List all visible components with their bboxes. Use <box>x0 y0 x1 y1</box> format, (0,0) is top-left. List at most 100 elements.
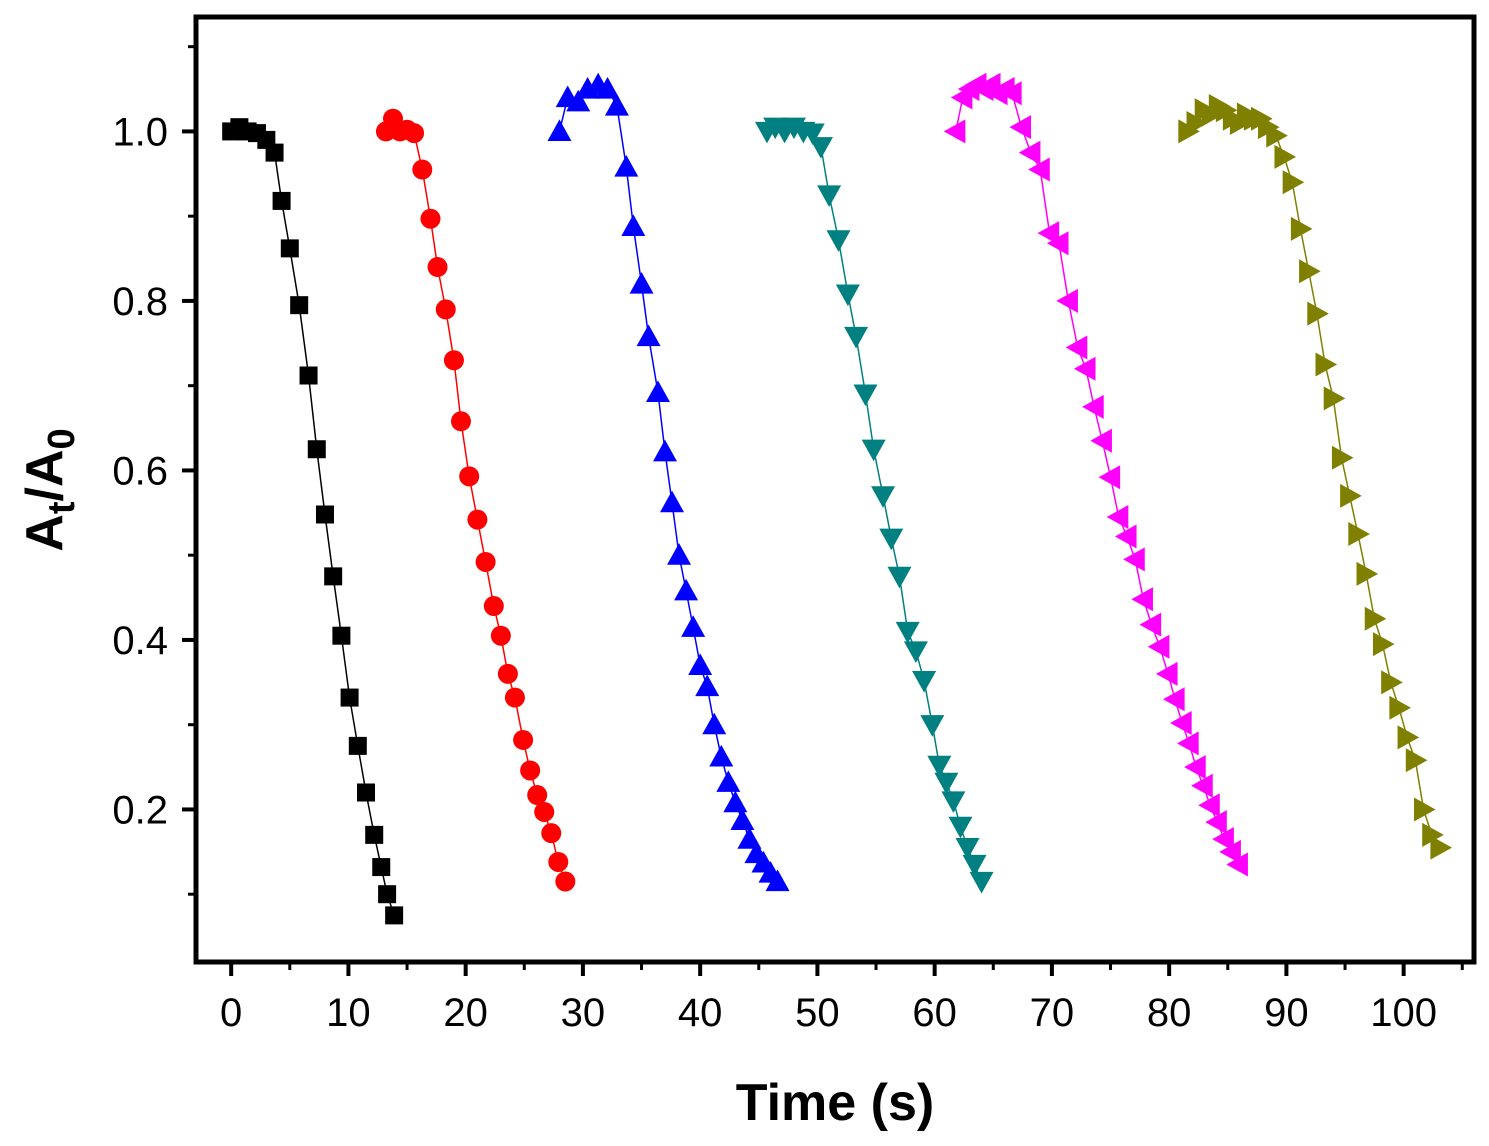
data-point <box>404 123 425 144</box>
data-point <box>709 744 734 767</box>
data-point <box>808 137 833 159</box>
data-point <box>1170 710 1192 735</box>
x-tick-label: 70 <box>1030 991 1075 1035</box>
y-axis-title: At/A0 <box>16 428 83 551</box>
data-point <box>1037 221 1060 246</box>
data-point <box>826 230 851 252</box>
data-point <box>1065 335 1088 360</box>
data-point <box>520 760 541 781</box>
data-point <box>1331 445 1354 470</box>
data-point <box>385 906 404 925</box>
x-tick-label: 10 <box>326 991 371 1035</box>
data-point <box>817 185 842 207</box>
x-axis-title: Time (s) <box>736 1074 934 1132</box>
data-point <box>702 712 727 735</box>
data-point <box>1147 634 1170 659</box>
data-point <box>1186 110 1209 135</box>
data-point <box>595 77 620 99</box>
y-tick-label: 0.4 <box>112 619 168 663</box>
data-point <box>357 783 376 802</box>
series-2 <box>375 108 576 892</box>
data-point <box>912 671 937 693</box>
data-point <box>645 380 670 403</box>
data-point <box>853 384 878 407</box>
data-point <box>1018 140 1041 165</box>
x-tick-label: 80 <box>1147 991 1192 1035</box>
data-point <box>332 626 351 645</box>
data-point <box>962 854 987 877</box>
axes-layer: 0 10 20 30 40 50 60 70 80 90 100 0.2 0.4 0.6 0.8 1.0 <box>112 45 1464 1035</box>
data-point <box>1219 839 1241 864</box>
data-point <box>695 674 720 697</box>
data-point <box>1098 465 1121 490</box>
data-point <box>490 625 511 646</box>
data-point <box>1177 731 1199 756</box>
plot-frame <box>193 14 1477 965</box>
data-point <box>1046 231 1069 256</box>
data-point <box>290 296 309 315</box>
data-point <box>621 214 646 236</box>
y-axis-title-sub2: 0 <box>41 428 83 449</box>
data-point <box>555 871 576 892</box>
data-point <box>412 159 433 180</box>
data-point <box>604 93 629 116</box>
data-point <box>315 505 334 524</box>
data-point <box>1123 547 1145 572</box>
data-point <box>1364 606 1387 631</box>
data-point <box>1372 632 1395 657</box>
y-tick-label: 0.2 <box>112 788 168 832</box>
data-point <box>765 869 790 892</box>
data-point <box>652 439 677 462</box>
data-point <box>475 551 496 572</box>
data-point <box>1356 561 1379 586</box>
data-point <box>1323 386 1346 411</box>
data-point <box>1422 822 1444 847</box>
data-point <box>1315 352 1338 377</box>
data-point <box>681 615 706 637</box>
data-point <box>955 837 980 860</box>
data-point <box>1155 661 1178 686</box>
data-point <box>688 653 713 675</box>
series-5 <box>943 72 1248 877</box>
data-point <box>1307 301 1329 326</box>
series-3 <box>547 72 790 892</box>
data-point <box>534 801 555 822</box>
data-point <box>1131 587 1153 612</box>
data-point <box>629 271 654 294</box>
data-point <box>420 208 441 229</box>
data-point <box>835 284 860 307</box>
data-point <box>497 663 518 684</box>
data-point <box>324 567 343 586</box>
data-point <box>1114 524 1137 549</box>
data-point <box>1381 670 1403 695</box>
data-point <box>1282 170 1305 195</box>
series-layer <box>222 72 1452 925</box>
data-point <box>372 858 391 877</box>
data-point <box>1340 483 1362 508</box>
data-point <box>435 299 456 320</box>
data-point <box>348 736 367 755</box>
data-point <box>969 871 994 894</box>
y-axis-title-main: A <box>16 514 74 552</box>
y-tick-label: 0.8 <box>112 280 168 324</box>
data-point <box>280 239 299 258</box>
data-point <box>895 621 920 644</box>
data-point <box>1191 773 1213 798</box>
data-point <box>861 439 886 462</box>
data-point <box>667 543 692 565</box>
data-point <box>941 791 966 813</box>
data-point <box>737 827 762 849</box>
data-point <box>1413 797 1436 822</box>
y-axis-title-sep: /A <box>16 449 74 501</box>
data-point <box>548 851 569 872</box>
data-point <box>483 596 504 617</box>
data-point <box>1163 687 1185 712</box>
data-point <box>1266 123 1288 148</box>
data-point <box>1348 521 1370 546</box>
data-point <box>527 785 548 806</box>
data-point <box>547 119 572 142</box>
data-point <box>378 885 397 904</box>
data-point <box>467 509 488 530</box>
